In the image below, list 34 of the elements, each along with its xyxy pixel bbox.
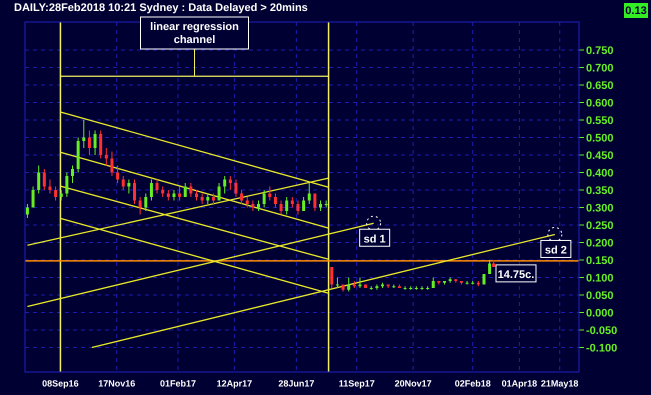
y-tick-label: 0.200 — [586, 237, 614, 250]
y-tick-label: 0.650 — [586, 80, 614, 92]
y-tick-label: -0.050 — [586, 324, 618, 337]
x-tick-label: 01Feb17 — [160, 378, 196, 388]
y-tick-label: 0.150 — [586, 254, 614, 267]
y-tick-label: 0.550 — [586, 114, 614, 127]
y-tick-label: 0.700 — [586, 62, 614, 74]
x-tick-label: 20Nov17 — [394, 378, 432, 388]
x-tick-label: 11Sep17 — [338, 378, 375, 388]
x-tick-label: 01Apr18 — [502, 378, 538, 388]
y-tick-label: 0.350 — [586, 184, 614, 197]
x-tick-label: 21May18 — [540, 378, 578, 388]
y-tick-label: 0.750 — [586, 44, 614, 57]
chart-title: DAILY:28Feb2018 10:21 Sydney : Data Delayed > 20mins — [14, 2, 308, 14]
y-tick-label: 0.100 — [586, 272, 614, 284]
y-tick-label: 0.500 — [586, 132, 614, 144]
annotation: sd 2 — [544, 244, 567, 256]
y-tick-label: 0.000 — [586, 307, 614, 320]
annotation: sd 1 — [364, 233, 386, 246]
y-tick-label: 0.250 — [586, 220, 614, 232]
x-tick-label: 28Jun17 — [278, 378, 314, 388]
annotation: linear regression channel — [150, 21, 240, 46]
y-tick-label: 0.600 — [586, 97, 614, 110]
y-tick-label: 0.400 — [586, 167, 614, 180]
text: 0.13 — [625, 5, 647, 17]
y-tick-label: 0.450 — [586, 150, 614, 162]
y-tick-label: 0.300 — [586, 202, 614, 214]
y-tick-label: -0.100 — [586, 342, 618, 354]
ref-line-label: 14.75c. — [498, 268, 534, 281]
x-tick-label: 12Apr17 — [216, 378, 252, 388]
y-tick-label: 0.050 — [586, 290, 614, 302]
x-tick-label: 17Nov16 — [98, 378, 136, 388]
x-tick-label: 08Sep16 — [42, 378, 79, 388]
x-tick-label: 02Feb18 — [454, 378, 491, 388]
